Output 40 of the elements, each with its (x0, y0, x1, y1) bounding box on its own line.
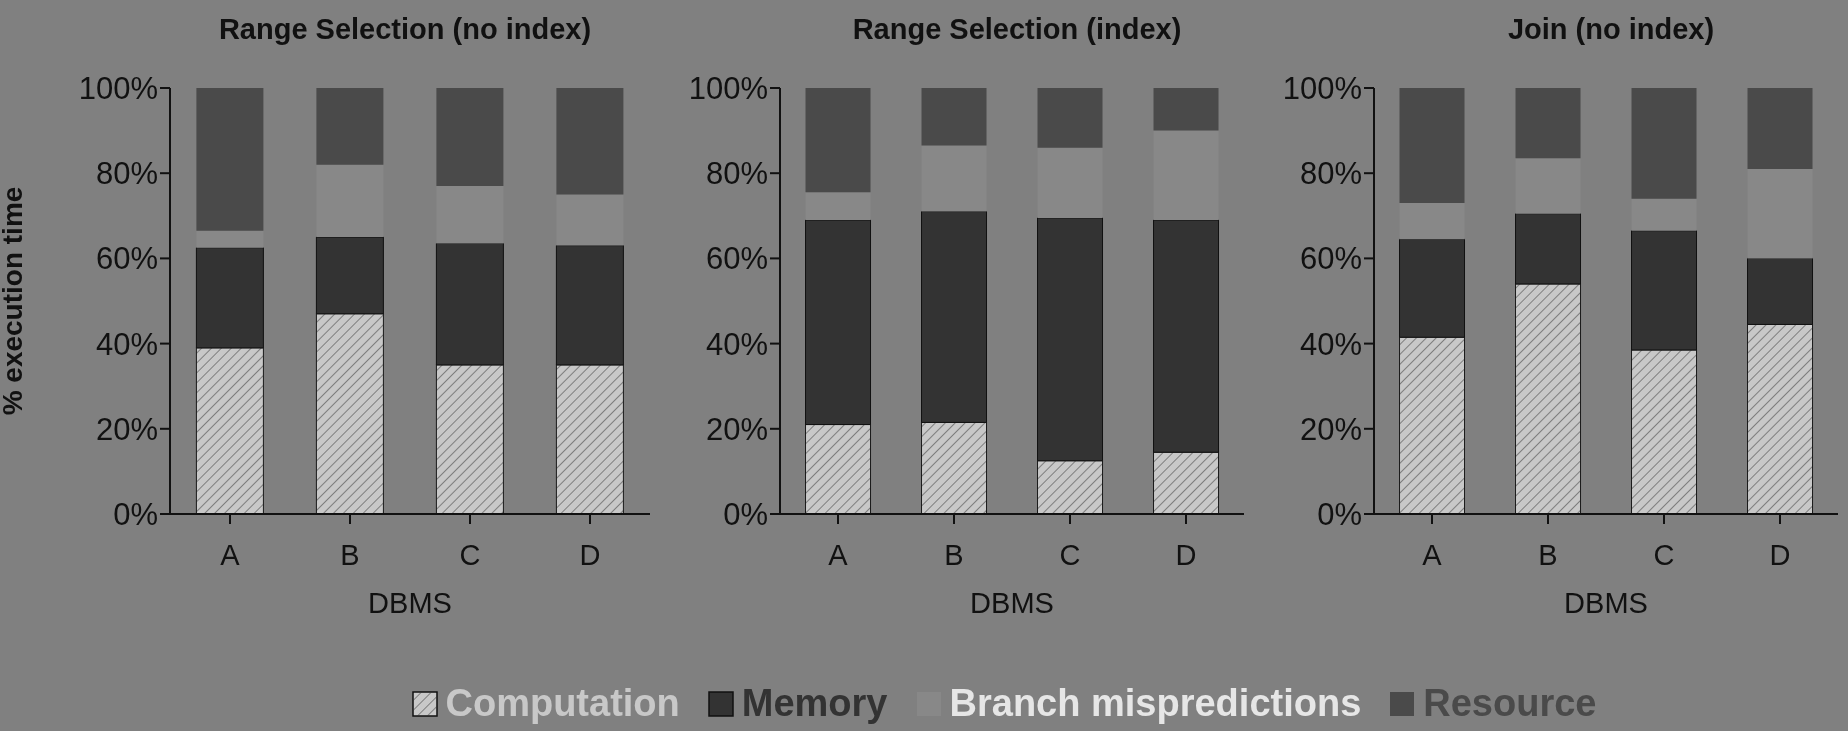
y-tick-label: 60% (705, 241, 768, 277)
x-tick-label: B (1538, 538, 1558, 571)
y-tick-label: 20% (705, 411, 768, 447)
x-tick-label: D (579, 538, 601, 571)
x-tick-label: C (1059, 538, 1081, 571)
x-tick-label: D (1769, 538, 1791, 571)
x-tick-label: C (459, 538, 481, 571)
x-tick-label: A (220, 538, 241, 571)
y-tick-label: 40% (1299, 326, 1362, 362)
x-tick-label: A (1422, 538, 1443, 571)
x-tick-label: C (1653, 538, 1675, 571)
y-tick-label: 0% (1317, 497, 1362, 533)
x-tick-label: D (1175, 538, 1197, 571)
x-tick-label: B (340, 538, 360, 571)
y-tick-label: 100% (1282, 71, 1362, 107)
chart-title: Range Selection (index) (851, 12, 1183, 47)
legend-label: Branch mispredictions (949, 682, 1362, 725)
y-axis-title: % execution time (0, 186, 28, 416)
y-tick-label: 40% (705, 326, 768, 362)
y-tick-label: 80% (705, 156, 768, 192)
x-tick-label: A (828, 538, 849, 571)
y-tick-label: 40% (95, 326, 158, 362)
chart-title: Join (no index) (1506, 12, 1716, 47)
y-tick-label: 20% (1299, 411, 1362, 447)
legend-label: Memory (741, 682, 888, 725)
y-tick-label: 80% (1299, 156, 1362, 192)
y-tick-label: 0% (723, 497, 768, 533)
y-tick-label: 20% (95, 411, 158, 447)
x-axis-title: DBMS (368, 586, 452, 619)
chart-title: Range Selection (no index) (217, 12, 593, 47)
y-tick-label: 100% (78, 71, 158, 107)
y-tick-label: 60% (95, 241, 158, 277)
y-tick-label: 100% (688, 71, 768, 107)
y-tick-label: 0% (113, 497, 158, 533)
y-tick-label: 80% (95, 156, 158, 192)
y-tick-label: 60% (1299, 241, 1362, 277)
x-axis-title: DBMS (1564, 586, 1648, 619)
legend-label: Computation (445, 682, 680, 725)
x-axis-title: DBMS (970, 586, 1054, 619)
x-tick-label: B (944, 538, 964, 571)
